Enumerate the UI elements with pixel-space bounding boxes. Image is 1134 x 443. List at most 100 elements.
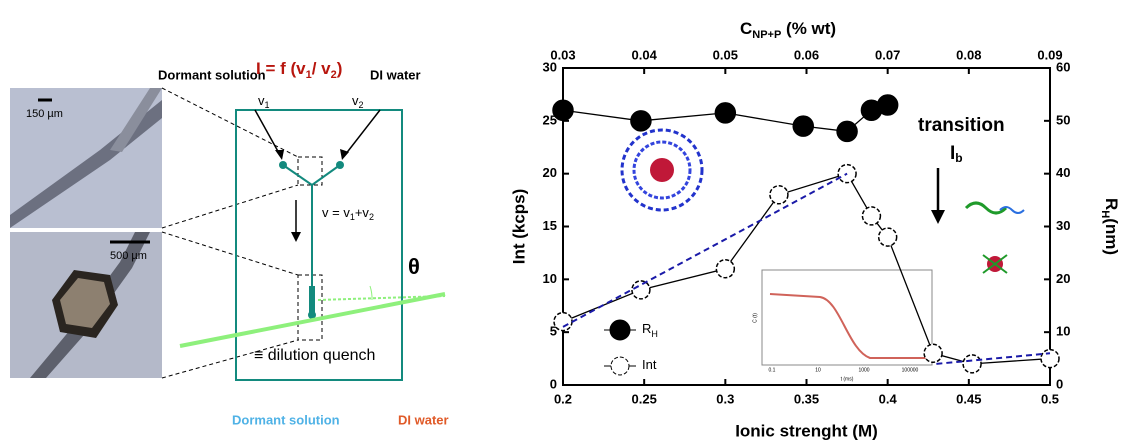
point (631, 280, 651, 300)
v-text: v (258, 93, 265, 108)
sum-part: +v (355, 205, 370, 220)
annotation-ib-sub: b (955, 151, 962, 165)
x2-tick-label: 0.05 (713, 47, 738, 62)
y2-tick-label: 60 (1056, 59, 1070, 74)
inset-x-tick-label: 0.1 (769, 367, 776, 373)
point (962, 354, 982, 374)
arrowhead (340, 149, 349, 160)
theta: θ (408, 254, 420, 279)
legend-dormant: Dormant solution (232, 412, 340, 427)
scale-label: 500 µm (110, 250, 147, 262)
formula: I = f (v1/ v2) (256, 59, 342, 80)
y2-tick-label: 30 (1056, 218, 1070, 233)
point (552, 99, 574, 122)
formula-sub: 2 (331, 69, 337, 81)
angle-arc (369, 285, 373, 301)
x2-tick-label: 0.06 (794, 47, 819, 62)
y-tick-label: 5 (550, 324, 557, 339)
y2-tick-label: 10 (1056, 324, 1070, 339)
y2-tick-label: 0 (1056, 376, 1063, 391)
inset-frame (761, 269, 933, 366)
y-tick-label: 20 (543, 165, 557, 180)
y-tick-label: 15 (543, 218, 557, 233)
point (714, 102, 737, 124)
y-axis-title: Int (kcps) (509, 189, 528, 265)
y2-tick-label: 50 (1056, 112, 1070, 127)
y-tick-label: 25 (543, 112, 557, 127)
inset-curve (769, 293, 928, 359)
inlet-label: Dormant solution (158, 67, 266, 82)
annotation-arrowhead (931, 210, 945, 224)
point (923, 343, 943, 364)
x-axis-title: Ionic strenght (M) (735, 421, 878, 440)
formula-part: ) (337, 59, 343, 78)
x-tick-label: 0.25 (632, 391, 657, 406)
channel-image (110, 88, 162, 152)
legend-marker (609, 319, 631, 341)
point (630, 110, 652, 132)
annotation-ib: Ib (950, 143, 963, 165)
formula-part: I = f (v (256, 59, 306, 78)
point (1040, 348, 1060, 369)
arrows (254, 109, 381, 235)
x2-tick-label: 0.03 (550, 47, 575, 62)
v2-label: v2 (352, 93, 364, 110)
legend-water: DI water (398, 412, 449, 427)
inset-x-tick-label: 100000 (902, 367, 919, 373)
x2-axis-title-sub: NP+P (752, 29, 781, 41)
inset-x-label: t (ms) (841, 376, 854, 382)
scattered-beam (317, 295, 446, 301)
v-sub: 1 (265, 100, 270, 110)
annotation: transition (918, 115, 1005, 136)
legend-label: Int (642, 357, 657, 372)
sum-sub: 2 (369, 212, 374, 222)
point (553, 311, 573, 332)
legend-name: Int (642, 357, 657, 372)
inset-x-tick-label: 10 (815, 367, 821, 373)
y2-axis-title-text: R (1102, 198, 1121, 210)
arrowhead (275, 150, 284, 160)
sum-label: v = v1+v2 (322, 205, 374, 222)
series-line (562, 172, 1051, 365)
x2-axis-title-text: C (740, 19, 752, 38)
x-tick-label: 0.45 (956, 391, 981, 406)
v1-label: v1 (258, 93, 270, 110)
v-sub: 2 (359, 100, 364, 110)
x-tick-label: 0.4 (879, 391, 898, 406)
point (792, 115, 815, 137)
outlet (308, 311, 316, 319)
point (861, 206, 882, 226)
x2-tick-label: 0.04 (632, 47, 658, 62)
y2-tick-label: 20 (1056, 271, 1070, 286)
chamber (309, 286, 315, 316)
v-text: v (352, 93, 359, 108)
quench-label: ≡ dilution quench (254, 347, 375, 364)
device-box (235, 109, 403, 381)
point (836, 120, 858, 143)
point (876, 94, 899, 116)
y2-axis-title-sub: H (1099, 210, 1111, 218)
point (769, 185, 789, 205)
legend-marker (610, 356, 630, 376)
x-tick-label: 0.3 (716, 391, 734, 406)
sum-part: v = v (322, 205, 350, 220)
x2-tick-label: 0.08 (956, 47, 981, 62)
laser-beam (179, 292, 446, 348)
fit-line (562, 172, 848, 328)
y2-axis-title-rest: (nm) (1102, 218, 1121, 255)
legend-label: RH (642, 321, 658, 339)
polymer-illustration (620, 128, 1025, 274)
x-tick-label: 0.35 (794, 391, 819, 406)
x2-axis-title: CNP+P (% wt) (740, 19, 836, 40)
x-tick-label: 0.5 (1041, 391, 1059, 406)
arrowhead (291, 232, 301, 242)
inlet-label: DI water (370, 67, 421, 82)
point (877, 227, 898, 247)
fit-line (936, 352, 1051, 365)
scale-label: 150 µm (26, 108, 63, 120)
formula-sub: 1 (306, 69, 312, 81)
y-tick-label: 30 (543, 59, 557, 74)
x-tick-label: 0.2 (554, 391, 572, 406)
